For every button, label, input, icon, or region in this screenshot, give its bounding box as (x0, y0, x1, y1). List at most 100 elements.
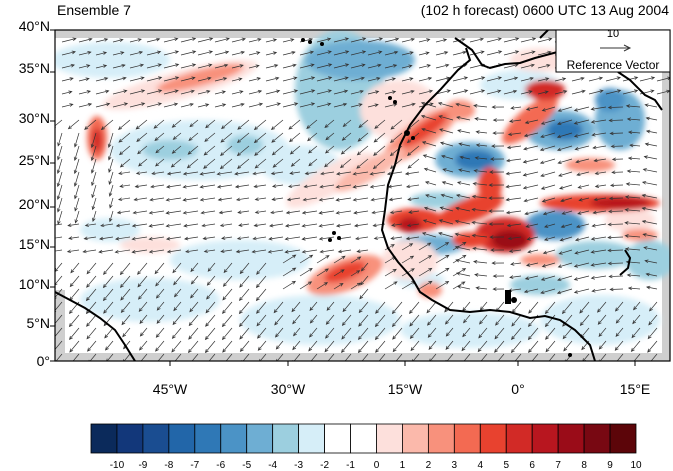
wind-arrow-icon (475, 130, 488, 134)
wind-arrow-icon (471, 233, 488, 238)
wind-arrow-icon (309, 327, 318, 338)
wind-arrow-icon (119, 158, 131, 168)
wind-arrow-icon (537, 90, 549, 95)
wind-arrow-icon (646, 285, 658, 290)
wind-arrow-icon (384, 281, 398, 290)
wind-arrow-icon (574, 145, 590, 151)
wind-arrow-icon (523, 132, 539, 138)
wind-arrow-icon (69, 327, 80, 340)
wind-arrow-icon (222, 275, 233, 287)
wind-arrow-icon (458, 142, 471, 147)
colorbar-tick-label: -1 (346, 460, 355, 471)
wind-arrow-icon (405, 236, 420, 241)
wind-arrow-icon (131, 223, 148, 228)
wind-arrow-icon (571, 89, 586, 95)
wind-arrow-icon (146, 102, 163, 108)
wind-arrow-icon (409, 327, 420, 339)
colorbar-swatch (298, 423, 325, 454)
reference-vector-box (555, 29, 671, 73)
wind-arrow-icon (202, 236, 216, 241)
wind-arrow-icon (624, 195, 641, 199)
wind-arrow-icon (375, 301, 386, 314)
colorbar-tick-label: -4 (268, 460, 278, 471)
wind-arrow-icon (494, 327, 505, 340)
wind-arrow-icon (86, 275, 97, 288)
wind-arrow-icon (316, 89, 333, 95)
wind-arrow-icon (180, 89, 195, 95)
wind-arrow-icon (129, 50, 144, 56)
wind-arrow-icon (350, 63, 366, 69)
colorbar-tick-label: 10 (630, 460, 642, 471)
wind-arrow-icon (597, 314, 607, 325)
wind-arrow-icon (155, 158, 165, 167)
wind-arrow-icon (197, 103, 210, 108)
wind-arrow-icon (95, 89, 110, 95)
wind-arrow-icon (293, 327, 301, 337)
wind-arrow-icon (631, 327, 641, 339)
wind-arrow-icon (505, 171, 522, 176)
wind-arrow-icon (182, 197, 199, 202)
wind-arrow-icon (610, 183, 624, 188)
wind-arrow-icon (590, 249, 607, 254)
wind-arrow-icon (573, 288, 590, 294)
wind-arrow-icon (282, 38, 295, 43)
wind-arrow-icon (55, 340, 63, 352)
wind-arrow-icon (55, 314, 63, 326)
wind-arrow-icon (173, 275, 182, 286)
wind-arrow-icon (84, 119, 97, 130)
lat-label-0: 0° (36, 353, 50, 369)
wind-arrow-icon (574, 249, 590, 255)
wind-arrow-icon (624, 247, 641, 251)
wind-arrow-icon (647, 340, 658, 353)
wind-arrow-icon (492, 131, 505, 135)
wind-arrow-icon (388, 197, 403, 202)
wind-arrow-icon (112, 51, 125, 56)
wind-arrow-icon (528, 340, 539, 353)
wind-arrow-icon (644, 103, 658, 108)
wind-arrow-icon (171, 119, 182, 128)
wind-arrow-icon (333, 89, 349, 95)
wind-arrow-icon (507, 236, 522, 241)
wind-arrow-icon (390, 132, 403, 143)
wind-arrow-icon (350, 37, 367, 43)
wind-arrow-icon (341, 132, 352, 141)
wind-arrow-icon (163, 89, 179, 95)
colorbar-swatch (116, 423, 144, 454)
wind-arrow-icon (239, 275, 250, 288)
wind-arrow-icon (524, 119, 539, 124)
wind-arrow-icon (509, 275, 522, 279)
wind-arrow-icon (445, 353, 454, 361)
colorbar-swatch (402, 423, 429, 454)
wind-arrow-icon (456, 115, 471, 121)
wind-arrow-icon (474, 117, 488, 121)
wind-arrow-icon (333, 63, 350, 69)
wind-arrow-icon (454, 232, 471, 238)
wind-arrow-icon (335, 210, 352, 215)
wind-arrow-icon (444, 314, 454, 325)
wind-arrow-icon (267, 249, 284, 254)
wind-arrow-icon (254, 145, 267, 156)
wind-arrow-icon (197, 50, 214, 56)
wind-arrow-icon (510, 340, 522, 354)
wind-arrow-icon (333, 37, 350, 43)
wind-arrow-icon (165, 197, 182, 202)
wind-arrow-icon (157, 353, 165, 361)
wind-arrow-icon (528, 301, 539, 314)
wind-arrow-icon (205, 301, 216, 314)
wind-arrow-icon (355, 236, 369, 241)
wind-arrow-icon (316, 282, 329, 290)
wind-arrow-icon (146, 89, 163, 95)
wind-arrow-icon (70, 353, 80, 361)
wind-arrow-icon (56, 197, 63, 213)
wind-arrow-icon (271, 132, 284, 143)
wind-arrow-icon (302, 197, 318, 202)
wind-arrow-icon (472, 181, 488, 186)
wind-arrow-icon (78, 77, 90, 82)
wind-arrow-icon (384, 64, 398, 69)
wind-arrow-icon (231, 37, 246, 43)
wind-arrow-icon (253, 223, 267, 228)
wind-arrow-icon (457, 129, 471, 134)
wind-arrow-icon (577, 210, 590, 215)
wind-arrow-icon (471, 207, 488, 212)
wind-arrow-icon (642, 233, 658, 238)
